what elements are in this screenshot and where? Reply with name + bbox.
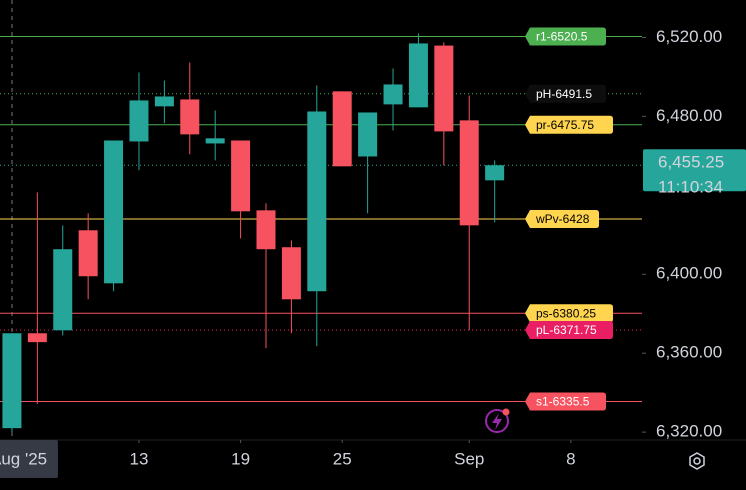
candle-body (104, 140, 124, 284)
candle-body (408, 43, 428, 108)
y-tick-label: 6,520.00 (656, 27, 722, 46)
candle-body (205, 138, 225, 144)
current-price: 6,455.25 (658, 153, 724, 172)
x-tick-label: 8 (566, 449, 575, 468)
current-price-box (643, 149, 746, 192)
y-tick-label: 6,400.00 (656, 264, 722, 283)
level-label: wPv-6428 (535, 212, 590, 226)
candle-body (78, 230, 98, 277)
y-tick-label: 6,480.00 (656, 106, 722, 125)
y-tick-label: 6,320.00 (656, 422, 722, 441)
y-tick-label: 6,360.00 (656, 343, 722, 362)
candle-body (2, 333, 22, 429)
candle-body (154, 96, 174, 107)
level-label-box (525, 392, 606, 411)
candle-body (27, 333, 47, 343)
level-label-box (525, 115, 613, 134)
candle-body (485, 165, 505, 181)
candle-body (383, 84, 403, 105)
candle-body (180, 99, 200, 135)
candle-body (332, 91, 352, 167)
candle-body (231, 140, 251, 212)
candle-body (129, 100, 149, 142)
alert-icon[interactable] (485, 408, 510, 433)
candle-body (459, 120, 479, 226)
x-tick-label: Sep (454, 449, 484, 468)
x-tick-label: 25 (333, 449, 352, 468)
x-tick-label: 6 Aug '25 (0, 449, 47, 468)
x-tick-label: 19 (231, 449, 250, 468)
level-label-box (525, 84, 606, 103)
crosshair-date-box (0, 440, 58, 478)
level-label-box (525, 304, 613, 323)
level-label: pL-6371.75 (536, 323, 597, 337)
level-label: pH-6491.5 (536, 87, 592, 101)
candle-body (358, 112, 378, 157)
countdown: 11:10:34 (658, 178, 723, 197)
candle-body (307, 111, 327, 292)
level-label-box (525, 321, 613, 339)
level-label: r1-6520.5 (536, 30, 588, 44)
price-axis: 6,320.00 6,360.00 6,400.00 6,480.00 6,520.00… (0, 27, 746, 478)
settings-icon[interactable] (689, 452, 705, 470)
candle-body (256, 210, 276, 250)
candle-body (281, 247, 301, 300)
candle-body (434, 45, 454, 132)
level-label-box (525, 27, 606, 46)
level-label-box (525, 210, 599, 229)
plot: r1-6520.5 pH-6491.5 pr-6475.75 wPv-6428 ps-6… (0, 27, 746, 478)
level-label: ps-6380.25 (536, 306, 596, 320)
candle-body (53, 249, 73, 331)
level-label: pr-6475.75 (536, 118, 594, 132)
level-label: s1-6335.5 (536, 395, 590, 409)
x-tick-label: 13 (130, 449, 149, 468)
